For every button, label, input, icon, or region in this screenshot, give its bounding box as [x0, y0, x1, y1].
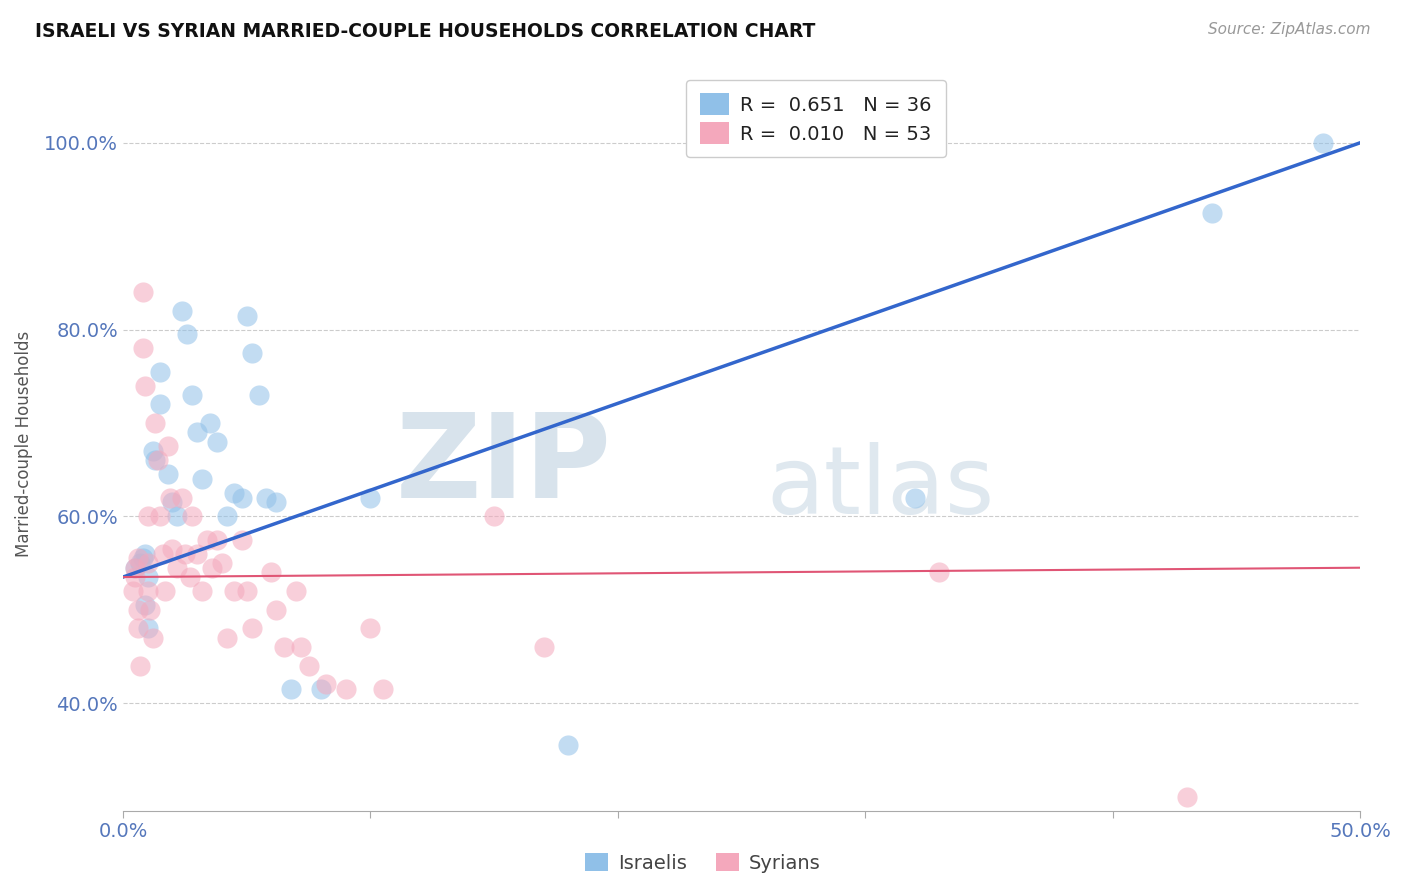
Point — [482, 509, 505, 524]
Point — [266, 603, 288, 617]
Point — [156, 467, 179, 482]
Point — [149, 509, 172, 524]
Point — [132, 341, 155, 355]
Point — [124, 560, 146, 574]
Point — [136, 509, 159, 524]
Point — [309, 682, 332, 697]
Point — [153, 584, 176, 599]
Point — [162, 495, 184, 509]
Point — [557, 738, 579, 752]
Point — [904, 491, 927, 505]
Point — [136, 584, 159, 599]
Point — [152, 547, 174, 561]
Point — [134, 378, 156, 392]
Point — [159, 491, 181, 505]
Point — [205, 434, 228, 449]
Point — [181, 388, 204, 402]
Y-axis label: Married-couple Households: Married-couple Households — [15, 331, 32, 558]
Text: ZIP: ZIP — [395, 409, 612, 524]
Point — [146, 453, 169, 467]
Point — [122, 584, 145, 599]
Point — [132, 285, 155, 300]
Point — [198, 416, 221, 430]
Point — [129, 556, 152, 570]
Point — [1312, 136, 1334, 150]
Point — [273, 640, 295, 654]
Point — [186, 425, 208, 440]
Text: Source: ZipAtlas.com: Source: ZipAtlas.com — [1208, 22, 1371, 37]
Point — [149, 397, 172, 411]
Point — [280, 682, 302, 697]
Point — [139, 603, 162, 617]
Point — [297, 658, 319, 673]
Point — [247, 388, 270, 402]
Point — [136, 556, 159, 570]
Legend: Israelis, Syrians: Israelis, Syrians — [575, 844, 831, 882]
Point — [166, 509, 188, 524]
Point — [136, 621, 159, 635]
Point — [143, 416, 166, 430]
Point — [191, 584, 214, 599]
Point — [127, 621, 149, 635]
Point — [928, 566, 950, 580]
Point — [231, 491, 253, 505]
Point — [211, 556, 233, 570]
Point — [205, 533, 228, 547]
Point — [260, 566, 283, 580]
Point — [335, 682, 357, 697]
Point — [127, 551, 149, 566]
Point — [235, 584, 257, 599]
Point — [201, 560, 224, 574]
Text: atlas: atlas — [766, 442, 994, 534]
Point — [134, 598, 156, 612]
Point — [124, 560, 146, 574]
Point — [156, 439, 179, 453]
Point — [129, 658, 152, 673]
Point — [290, 640, 312, 654]
Point — [1175, 789, 1198, 804]
Point — [1201, 206, 1223, 220]
Point — [240, 346, 263, 360]
Point — [371, 682, 394, 697]
Point — [142, 631, 165, 645]
Point — [162, 542, 184, 557]
Point — [132, 551, 155, 566]
Text: ISRAELI VS SYRIAN MARRIED-COUPLE HOUSEHOLDS CORRELATION CHART: ISRAELI VS SYRIAN MARRIED-COUPLE HOUSEHO… — [35, 22, 815, 41]
Legend: R =  0.651   N = 36, R =  0.010   N = 53: R = 0.651 N = 36, R = 0.010 N = 53 — [686, 79, 945, 157]
Point — [215, 631, 238, 645]
Point — [172, 491, 194, 505]
Point — [176, 327, 198, 342]
Point — [266, 495, 288, 509]
Point — [181, 509, 204, 524]
Point — [143, 453, 166, 467]
Point — [224, 584, 246, 599]
Point — [166, 560, 188, 574]
Point — [256, 491, 278, 505]
Point — [231, 533, 253, 547]
Point — [359, 621, 381, 635]
Point — [240, 621, 263, 635]
Point — [173, 547, 195, 561]
Point — [179, 570, 201, 584]
Point — [172, 304, 194, 318]
Point — [149, 365, 172, 379]
Point — [224, 486, 246, 500]
Point — [134, 547, 156, 561]
Point — [533, 640, 555, 654]
Point — [186, 547, 208, 561]
Point — [142, 444, 165, 458]
Point — [127, 603, 149, 617]
Point — [191, 472, 214, 486]
Point — [285, 584, 308, 599]
Point — [235, 309, 257, 323]
Point — [136, 570, 159, 584]
Point — [124, 570, 146, 584]
Point — [315, 677, 337, 691]
Point — [195, 533, 218, 547]
Point — [359, 491, 381, 505]
Point — [215, 509, 238, 524]
